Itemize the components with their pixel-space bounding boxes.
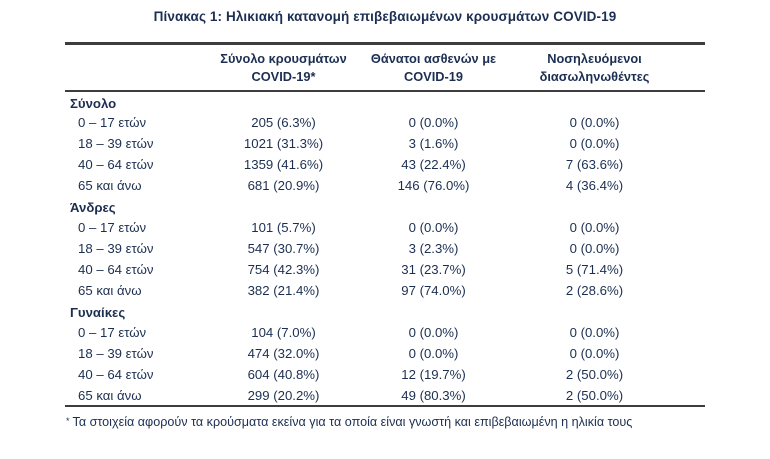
cases-value: 104 (7.0%)	[251, 325, 316, 340]
age-label: 18 – 39 ετών	[78, 346, 154, 361]
age-label: 65 και άνω	[78, 387, 142, 403]
cases-value: 474 (32.0%)	[247, 346, 320, 361]
column-header-deaths: Θάνατοι ασθενών με COVID-19	[357, 43, 510, 92]
deaths-value: 0 (0.0%)	[408, 346, 459, 361]
group-header-row: Άνδρες	[65, 196, 705, 217]
cases-value: 754 (42.3%)	[247, 262, 320, 277]
age-label: 40 – 64 ετών	[78, 367, 154, 382]
cases-value: 205 (6.3%)	[251, 115, 316, 130]
column-header-empty	[65, 43, 210, 92]
intubated-value: 4 (36.4%)	[565, 178, 624, 193]
group-label: Γυναίκες	[70, 305, 126, 320]
column-header-intubated-line1: Νοσηλευόμενοι	[547, 51, 642, 66]
deaths-value: 3 (2.3%)	[408, 241, 459, 256]
group-header-row: Γυναίκες	[65, 301, 705, 322]
age-label: 65 και άνω	[78, 283, 142, 298]
column-header-deaths-line1: Θάνατοι ασθενών με	[370, 51, 497, 66]
intubated-value: 5 (71.4%)	[565, 262, 624, 277]
group-label: Σύνολο	[70, 95, 117, 111]
column-header-intubated: Νοσηλευόμενοι διασωληνωθέντες	[510, 43, 705, 92]
page-title: Πίνακας 1: Ηλικιακή κατανομή επιβεβαιωμέ…	[153, 9, 617, 24]
footnote-marker: *	[66, 416, 70, 426]
deaths-value: 43 (22.4%)	[401, 157, 466, 172]
age-label: 18 – 39 ετών	[78, 136, 154, 151]
group-label: Άνδρες	[70, 200, 116, 215]
table-header-row: Σύνολο κρουσμάτων COVID-19* Θάνατοι ασθε…	[65, 43, 705, 92]
intubated-value: 2 (50.0%)	[565, 387, 624, 403]
deaths-value: 97 (74.0%)	[401, 283, 466, 298]
intubated-value: 2 (28.6%)	[565, 283, 624, 298]
deaths-value: 12 (19.7%)	[401, 367, 466, 382]
cases-value: 101 (5.7%)	[251, 220, 316, 235]
cases-value: 604 (40.8%)	[247, 367, 320, 382]
table-row: 0 – 17 ετών 205 (6.3%) 0 (0.0%) 0 (0.0%)	[65, 112, 705, 133]
table-row: 40 – 64 ετών 1359 (41.6%) 43 (22.4%) 7 (…	[65, 154, 705, 175]
deaths-value: 0 (0.0%)	[408, 325, 459, 340]
deaths-value: 0 (0.0%)	[408, 220, 459, 235]
cases-value: 382 (21.4%)	[247, 283, 320, 298]
age-label: 65 και άνω	[78, 178, 142, 193]
age-label: 0 – 17 ετών	[78, 325, 147, 340]
intubated-value: 0 (0.0%)	[569, 220, 620, 235]
covid-age-distribution-table: Σύνολο κρουσμάτων COVID-19* Θάνατοι ασθε…	[65, 42, 705, 407]
intubated-value: 2 (50.0%)	[565, 367, 624, 382]
intubated-value: 0 (0.0%)	[569, 115, 620, 130]
age-label: 40 – 64 ετών	[78, 262, 154, 277]
column-header-cases: Σύνολο κρουσμάτων COVID-19*	[210, 43, 357, 92]
column-header-cases-line2: COVID-19*	[251, 69, 316, 84]
group-header-row: Σύνολο	[65, 91, 705, 112]
table-row: 65 και άνω 681 (20.9%) 146 (76.0%) 4 (36…	[65, 175, 705, 196]
table-row: 0 – 17 ετών 104 (7.0%) 0 (0.0%) 0 (0.0%)	[65, 322, 705, 343]
footnote: * Τα στοιχεία αφορούν τα κρούσματα εκείνα…	[66, 414, 726, 430]
age-label: 18 – 39 ετών	[78, 241, 154, 256]
table-row: 18 – 39 ετών 1021 (31.3%) 3 (1.6%) 0 (0.…	[65, 133, 705, 154]
cases-value: 681 (20.9%)	[247, 178, 320, 193]
age-label: 40 – 64 ετών	[78, 157, 154, 172]
deaths-value: 146 (76.0%)	[397, 178, 470, 193]
intubated-value: 0 (0.0%)	[569, 325, 620, 340]
table-row: 18 – 39 ετών 547 (30.7%) 3 (2.3%) 0 (0.0…	[65, 238, 705, 259]
table-row: 40 – 64 ετών 604 (40.8%) 12 (19.7%) 2 (5…	[65, 364, 705, 385]
intubated-value: 0 (0.0%)	[569, 136, 620, 151]
table-row: 40 – 64 ετών 754 (42.3%) 31 (23.7%) 5 (7…	[65, 259, 705, 280]
intubated-value: 0 (0.0%)	[569, 346, 620, 361]
footnote-text: Τα στοιχεία αφορούν τα κρούσματα εκείνα …	[72, 415, 633, 429]
table-row: 18 – 39 ετών 474 (32.0%) 0 (0.0%) 0 (0.0…	[65, 343, 705, 364]
cases-value: 1359 (41.6%)	[243, 157, 324, 172]
intubated-value: 7 (63.6%)	[565, 157, 624, 172]
column-header-cases-line1: Σύνολο κρουσμάτων	[220, 51, 347, 66]
column-header-deaths-line2: COVID-19	[403, 69, 464, 84]
cases-value: 299 (20.2%)	[247, 387, 320, 403]
table-row: 65 και άνω 382 (21.4%) 97 (74.0%) 2 (28.…	[65, 280, 705, 301]
age-label: 0 – 17 ετών	[78, 220, 147, 235]
deaths-value: 3 (1.6%)	[408, 136, 459, 151]
age-label: 0 – 17 ετών	[78, 115, 147, 130]
column-header-intubated-line2: διασωληνωθέντες	[539, 69, 650, 84]
intubated-value: 0 (0.0%)	[569, 241, 620, 256]
deaths-value: 31 (23.7%)	[401, 262, 466, 277]
table-row: 0 – 17 ετών 101 (5.7%) 0 (0.0%) 0 (0.0%)	[65, 217, 705, 238]
cases-value: 547 (30.7%)	[247, 241, 320, 256]
table-row: 65 και άνω 299 (20.2%) 49 (80.3%) 2 (50.…	[65, 385, 705, 406]
deaths-value: 49 (80.3%)	[401, 387, 466, 403]
cases-value: 1021 (31.3%)	[243, 136, 324, 151]
deaths-value: 0 (0.0%)	[408, 115, 459, 130]
